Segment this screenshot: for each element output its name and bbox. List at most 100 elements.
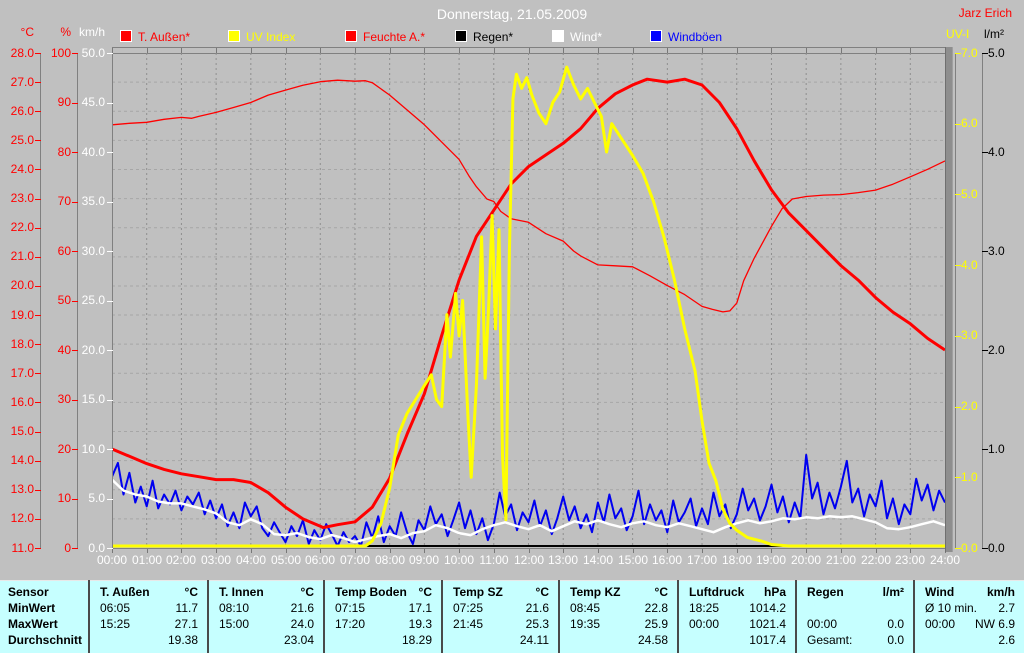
cell-luftdruck-max-time: 00:00 — [689, 617, 720, 631]
hour-tick-bottom — [737, 549, 738, 553]
cell-temp-kz-avg-value: 24.58 — [637, 633, 668, 647]
percent-tick-label: 40 — [57, 343, 71, 357]
right-scale-bar — [945, 47, 953, 552]
hour-tick-top — [459, 48, 460, 53]
cell-temp-boden-hdr-value: °C — [418, 585, 432, 599]
hour-tick-bottom — [771, 549, 772, 553]
uv-tick — [955, 477, 961, 478]
percent-tick — [72, 449, 78, 450]
legend-item-uv-index: UV Index — [228, 30, 295, 44]
table-col-luftdruck: Luftdruck hPa 18:25 1014.2 00:00 1021.4 1017.4 — [677, 580, 795, 653]
rain-axis-line — [982, 53, 983, 548]
kmh-tick-label: 50.0 — [81, 46, 105, 60]
celsius-tick — [35, 286, 41, 287]
cell-wind-avg-value: 2.6 — [998, 633, 1015, 647]
t-au-en-swatch-icon — [120, 30, 132, 42]
uv-tick-label: 2.0 — [961, 399, 978, 413]
legend-item-wind: Wind* — [552, 30, 602, 44]
table-row-avg: 18.29 — [325, 632, 441, 648]
cell-luftdruck-min-time: 18:25 — [689, 601, 720, 615]
uv-tick — [955, 124, 961, 125]
hour-tick-bottom — [806, 549, 807, 553]
cell-t-innen-min-value: 21.6 — [290, 601, 314, 615]
celsius-tick-label: 15.0 — [10, 424, 34, 438]
table-row-avg: 1017.4 — [679, 632, 795, 648]
cell-t-innen-avg-value: 23.04 — [283, 633, 314, 647]
table-row-max: 17:20 19.3 — [325, 616, 441, 632]
hour-tick-top — [563, 48, 564, 53]
celsius-tick-label: 19.0 — [10, 308, 34, 322]
table-col-temp-sz: Temp SZ °C 07:25 21.6 21:45 25.3 24.11 — [441, 580, 558, 653]
percent-tick-label: 70 — [57, 194, 71, 208]
cell-regen-max-time: 00:00 — [807, 617, 838, 631]
table-row-avg: Gesamt: 0.0 — [797, 632, 913, 648]
percent-tick-label: 10 — [57, 491, 71, 505]
kmh-tick — [107, 350, 113, 351]
percent-axis-line — [77, 53, 78, 548]
cell-temp-sz-hdr-value: °C — [535, 585, 549, 599]
hour-tick-top — [529, 48, 530, 53]
legend-label: Regen* — [473, 30, 514, 44]
cell-regen-avg-value: 0.0 — [887, 633, 904, 647]
time-tick-label: 11:00 — [479, 553, 509, 567]
kmh-tick-label: 15.0 — [81, 392, 105, 406]
cell-wind-min-value: 2.7 — [998, 601, 1015, 615]
cell-temp-sz-min-time: 07:25 — [453, 601, 484, 615]
table-row-hdr: Luftdruck hPa — [679, 584, 795, 600]
cell-temp-kz-min-time: 08:45 — [570, 601, 601, 615]
hour-tick-bottom — [702, 549, 703, 553]
time-tick-label: 10:00 — [443, 553, 475, 567]
celsius-tick-label: 11.0 — [11, 541, 34, 555]
hour-tick-bottom — [494, 549, 495, 553]
table-col-wind: Wind km/h Ø 10 min. 2.7 00:00 NW 6.9 2.6 — [913, 580, 1024, 653]
uv-tick-label: 1.0 — [961, 470, 978, 484]
table-row-min: 06:05 11.7 — [90, 600, 207, 616]
percent-tick — [72, 53, 78, 54]
chart-frame-top — [112, 47, 953, 48]
time-tick-label: 20:00 — [790, 553, 822, 567]
percent-tick — [72, 301, 78, 302]
cell-temp-kz-hdr-time: Temp KZ — [570, 585, 621, 599]
celsius-tick — [35, 53, 41, 54]
table-row-min: 08:45 22.8 — [560, 600, 677, 616]
uv-tick-label: 0.0 — [961, 541, 978, 555]
hour-tick-bottom — [320, 549, 321, 553]
percent-tick-label: 60 — [57, 244, 71, 258]
celsius-tick-label: 26.0 — [10, 104, 34, 118]
uv-axis-line — [955, 53, 956, 548]
table-row-max: 00:00 0.0 — [797, 616, 913, 632]
cell-luftdruck-hdr-time: Luftdruck — [689, 585, 745, 599]
cell-regen-avg-time: Gesamt: — [807, 633, 853, 647]
time-tick-label: 19:00 — [755, 553, 787, 567]
kmh-tick — [107, 53, 113, 54]
kmh-tick-label: 5.0 — [88, 491, 105, 505]
hour-tick-top — [181, 48, 182, 53]
percent-tick — [72, 499, 78, 500]
stats-table-background — [0, 580, 1024, 653]
windb-en-swatch-icon — [650, 30, 662, 42]
table-col-temp-boden: Temp Boden °C 07:15 17.1 17:20 19.3 18.29 — [323, 580, 441, 653]
time-tick-label: 01:00 — [131, 553, 163, 567]
celsius-tick-label: 14.0 — [10, 453, 34, 467]
hour-tick-bottom — [598, 549, 599, 553]
legend-item-t-au-en: T. Außen* — [120, 30, 190, 44]
cell-t-au-en-max-value: 27.1 — [174, 617, 198, 631]
rain-tick-label: 5.0 — [988, 46, 1005, 60]
regen-swatch-icon — [455, 30, 467, 42]
kmh-tick-label: 0.0 — [88, 541, 105, 555]
series-wind — [111, 478, 946, 544]
table-col-t-innen: T. Innen °C 08:10 21.6 15:00 24.0 23.04 — [207, 580, 323, 653]
time-tick-label: 14:00 — [582, 553, 614, 567]
percent-tick — [72, 251, 78, 252]
kmh-tick — [107, 301, 113, 302]
uv-tick-label: 7.0 — [961, 46, 978, 60]
time-tick-label: 04:00 — [235, 553, 267, 567]
table-col-regen: Regen l/m² 00:00 0.0 Gesamt: 0.0 — [795, 580, 913, 653]
hour-tick-bottom — [633, 549, 634, 553]
hour-tick-bottom — [181, 549, 182, 553]
hour-tick-bottom — [841, 549, 842, 553]
cell-t-au-en-hdr-value: °C — [184, 585, 198, 599]
cell-temp-boden-max-time: 17:20 — [335, 617, 366, 631]
uv-tick — [955, 194, 961, 195]
